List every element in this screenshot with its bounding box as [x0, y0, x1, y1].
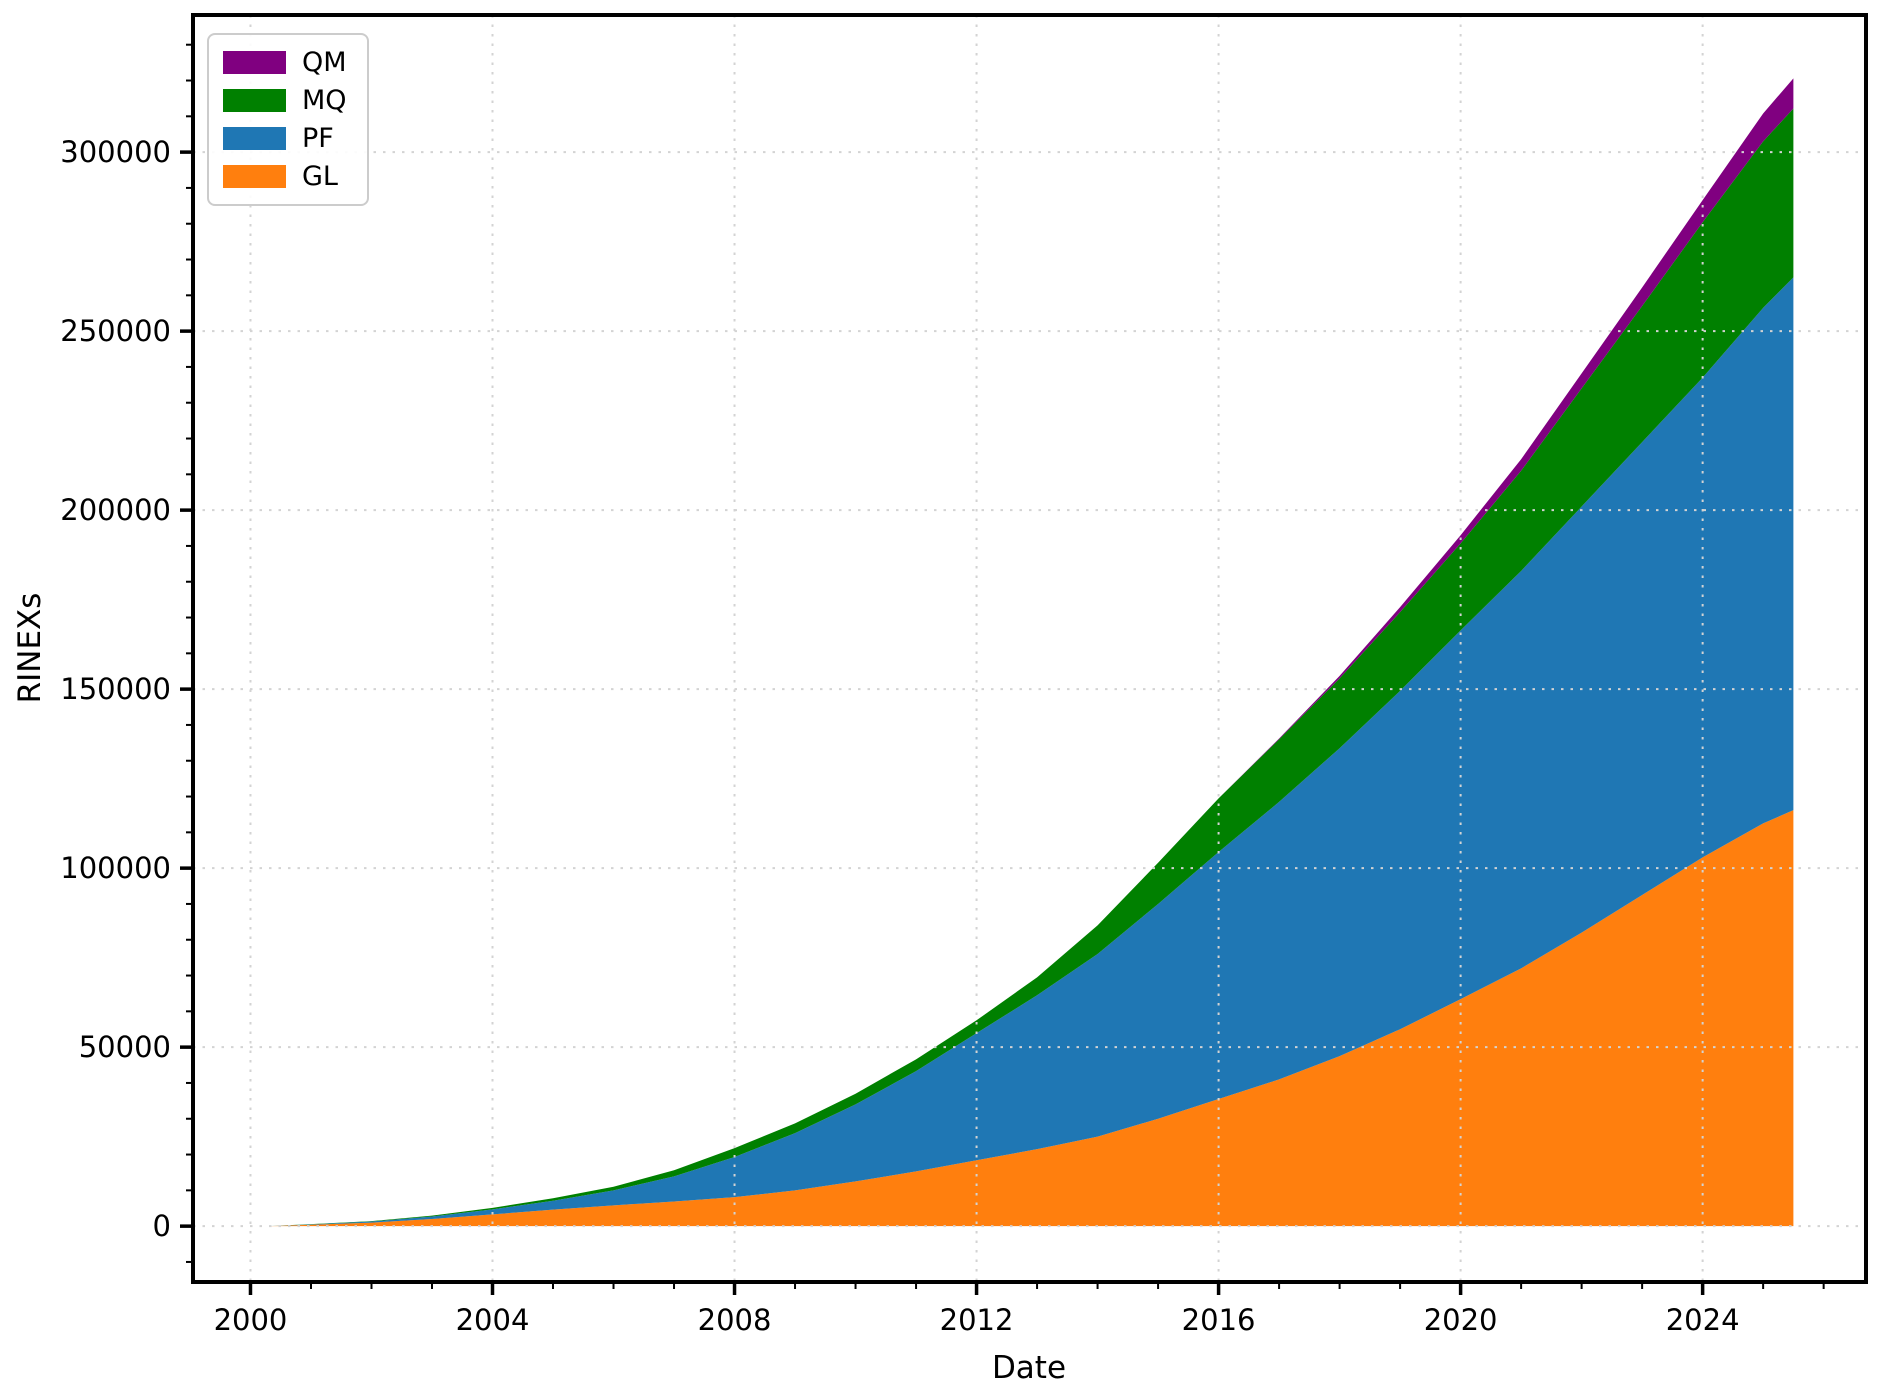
- tick-labels: 2000 2004 2008 2012 2016 2020 2024 0 50000 100000…: [60, 135, 1739, 1337]
- stacked-areas: [268, 78, 1794, 1227]
- axis-ticks: [180, 43, 1825, 1295]
- legend-item-PF: PF: [223, 125, 347, 152]
- y-tick-label: 100000: [60, 851, 171, 885]
- x-tick-label: 2024: [1666, 1303, 1740, 1337]
- legend-swatch-MQ: [223, 89, 286, 112]
- y-tick-label: 200000: [60, 493, 171, 527]
- plot-border: [191, 13, 1868, 1284]
- legend-swatch-QM: [223, 51, 286, 74]
- y-tick-label: 0: [153, 1209, 171, 1243]
- x-tick-label: 2000: [214, 1303, 288, 1337]
- x-tick-label: 2008: [698, 1303, 772, 1337]
- legend-swatch-GL: [223, 165, 286, 188]
- x-tick-label: 2020: [1424, 1303, 1498, 1337]
- y-tick-label: 250000: [60, 314, 171, 348]
- y-tick-label: 300000: [60, 135, 171, 169]
- area-PF: [268, 277, 1794, 1227]
- x-tick-label: 2012: [940, 1303, 1014, 1337]
- y-tick-label: 50000: [79, 1030, 171, 1064]
- legend: QM MQ PF GL: [207, 33, 369, 206]
- y-tick-label: 150000: [60, 672, 171, 706]
- y-axis-label: RINEXs: [12, 593, 48, 704]
- legend-label-QM: QM: [302, 47, 347, 78]
- legend-item-GL: GL: [223, 163, 347, 190]
- legend-item-MQ: MQ: [223, 87, 347, 114]
- gridlines: [193, 15, 1866, 1282]
- legend-item-QM: QM: [223, 49, 347, 76]
- area-GL: [268, 810, 1794, 1227]
- x-axis-label: Date: [992, 1350, 1066, 1386]
- legend-label-GL: GL: [302, 161, 338, 192]
- legend-swatch-PF: [223, 127, 286, 150]
- legend-label-PF: PF: [302, 123, 334, 154]
- legend-label-MQ: MQ: [302, 85, 347, 116]
- x-tick-label: 2004: [456, 1303, 530, 1337]
- x-tick-label: 2016: [1182, 1303, 1256, 1337]
